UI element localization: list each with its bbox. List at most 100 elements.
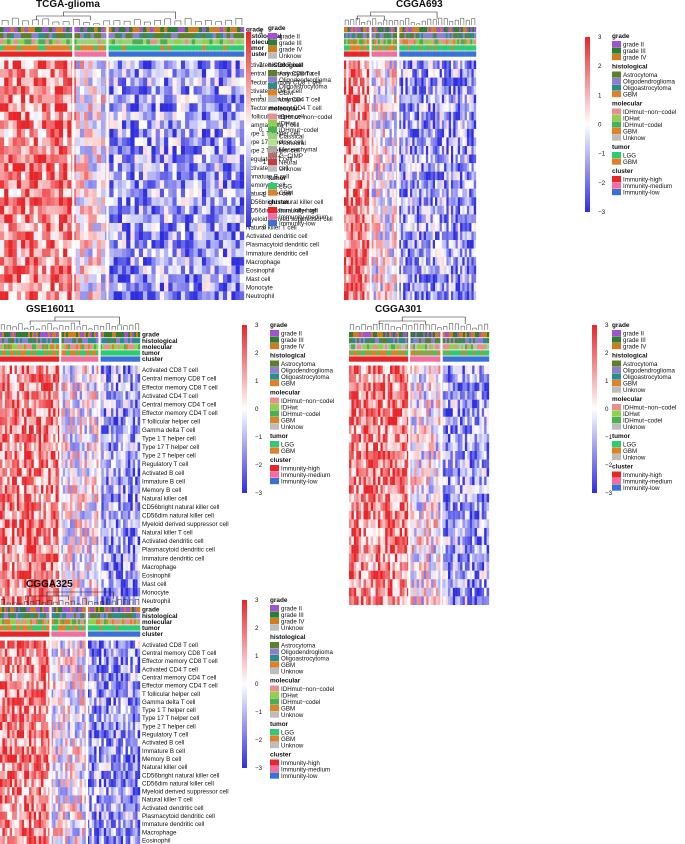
legend-item: IDHmut−codel: [281, 411, 320, 418]
legend-item: Immunity-low: [623, 189, 660, 196]
row-label: Macrophage: [142, 829, 177, 836]
row-label: Central memory CD8 T cell: [142, 376, 216, 383]
legend-swatch: [268, 33, 277, 40]
legend-swatch: [612, 71, 621, 78]
color-scale: 3 2 1 0 −1 −2 −3: [242, 322, 263, 497]
legend-swatch: [268, 207, 277, 214]
annotation-track-molecular: [0, 39, 245, 45]
row-label: Natural killer cell: [142, 495, 187, 502]
legend-item: IDHmut−codel: [623, 122, 662, 129]
legend-swatch: [612, 152, 621, 159]
row-label: Neutrophil: [142, 598, 170, 605]
annotation-track-histological: [0, 33, 245, 39]
track-label: grade: [246, 27, 264, 34]
scale-tick: 1: [605, 378, 609, 385]
legend-swatch: [612, 410, 621, 417]
row-label: Central memory CD4 T cell: [142, 674, 216, 681]
column-dendrogram: [1, 11, 243, 25]
legend-item: LGG: [623, 152, 636, 159]
legend-item: IDHwt: [279, 120, 296, 127]
row-label: Type 17 T helper cell: [142, 715, 199, 722]
row-label: Monocyte: [142, 589, 169, 596]
legend-item: Oligoastrocytoma: [279, 83, 328, 90]
legend-swatch: [270, 772, 279, 779]
legend-header: grade: [612, 33, 630, 40]
legend-swatch: [612, 330, 621, 337]
annotation-track-molecular: [0, 344, 141, 350]
legend-item: Unknow: [623, 135, 646, 142]
row-label: Plasmacytoid dendritic cell: [246, 242, 319, 249]
legend-swatch: [612, 471, 621, 478]
legend-item: grade IV: [281, 343, 305, 350]
heatmap-figure: gradehistologicalmoleculartumorclusterAc…: [349, 316, 676, 605]
legend-header: molecular: [612, 396, 643, 403]
legend-swatch: [612, 108, 621, 115]
legend-item: LGG: [279, 183, 292, 190]
legend-item: LGG: [623, 441, 636, 448]
legend-header: histological: [612, 64, 648, 71]
legend-swatch: [270, 330, 279, 337]
annotation-track-histological: [0, 338, 141, 344]
heatmap-figure: gradehistologicalmoleculartumorclusterAc…: [344, 11, 676, 300]
track-label: molecular: [246, 39, 277, 46]
annotation-track-grade: [0, 607, 141, 613]
scale-tick: 0: [255, 406, 259, 413]
legend-swatch: [612, 343, 621, 350]
legend-item: Immunity-medium: [281, 472, 330, 479]
legend-swatch: [270, 380, 279, 387]
heatmap-body: [349, 365, 490, 605]
column-dendrogram: [349, 316, 489, 330]
legend-header: molecular: [270, 678, 301, 685]
annotation-track-grade: [0, 332, 141, 338]
scale-tick: 1: [255, 378, 259, 385]
scale-tick: 1: [255, 653, 259, 660]
row-label: Effector memory CD4 T cell: [246, 105, 322, 112]
legend-swatch: [270, 759, 279, 766]
track-label: cluster: [142, 356, 163, 363]
legend-item: IDHmut−non−codel: [281, 686, 334, 693]
legend-swatch: [270, 668, 279, 675]
legend-swatch: [612, 373, 621, 380]
annotation-track-grade: [344, 27, 477, 33]
legend-item: Oligoastrocytoma: [281, 655, 330, 662]
row-label: Plasmacytoid dendritic cell: [142, 813, 215, 820]
row-label: Macrophage: [246, 259, 281, 266]
row-label: Effector memory CD4 T cell: [142, 683, 218, 690]
legend-item: Unknow: [623, 424, 646, 431]
legend-swatch: [270, 343, 279, 350]
annotation-track-cluster: [349, 356, 490, 362]
legend-swatch: [268, 113, 277, 120]
legend-swatch: [268, 139, 277, 146]
row-label: Activated CD4 T cell: [142, 666, 198, 673]
row-label: CD56bright natural killer cell: [142, 772, 219, 779]
legend-item: Immunity-medium: [623, 478, 672, 485]
row-label: Central memory CD8 T cell: [246, 71, 320, 78]
row-label: Natural killer cell: [142, 764, 187, 771]
legend-item: Oligodendroglioma: [623, 367, 675, 374]
heatmap-figure: gradehistologicalmoleculartumorclusterAc…: [0, 316, 334, 605]
legend-header: grade: [268, 25, 286, 32]
row-label: CD56dim natural killer cell: [142, 780, 214, 787]
track-label: tumor: [246, 45, 265, 52]
row-label: CD56dim natural killer cell: [246, 208, 318, 215]
legend-header: molecular: [268, 106, 299, 113]
legend-swatch: [612, 367, 621, 374]
legend-item: Immunity-high: [623, 176, 662, 183]
legend-item: Unknow: [281, 742, 304, 749]
scale-tick: −1: [259, 159, 267, 166]
row-label: Type 2 T helper cell: [142, 453, 196, 460]
legend-item: Immunity-high: [623, 472, 662, 479]
scale-tick: −2: [255, 737, 263, 744]
legend-item: Oligodendroglioma: [279, 77, 331, 84]
legend-swatch: [270, 410, 279, 417]
row-label: Activated CD4 T cell: [142, 393, 198, 400]
row-label: Activated dendritic cell: [142, 805, 204, 812]
legend-item: Astrocytoma: [281, 642, 316, 649]
legend-item: GBM: [281, 417, 295, 424]
legend-item: Unknow: [281, 625, 304, 632]
legend-swatch: [268, 189, 277, 196]
legend-swatch: [612, 447, 621, 454]
track-label: molecular: [142, 619, 173, 626]
